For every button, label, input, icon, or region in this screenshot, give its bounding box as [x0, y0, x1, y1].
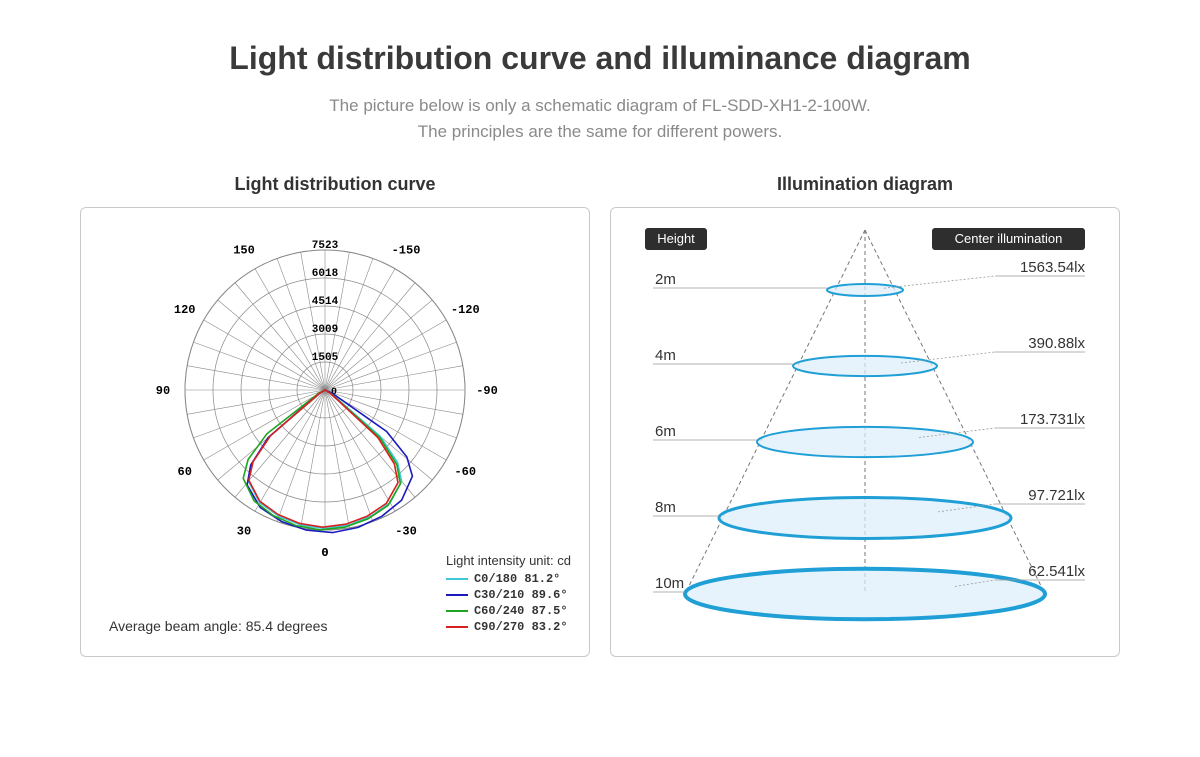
polar-chart: 150530094514601875230-150-120-90-60-3003…	[105, 220, 565, 580]
svg-text:3009: 3009	[312, 324, 338, 336]
page-subtitle: The picture below is only a schematic di…	[80, 93, 1120, 144]
svg-text:7523: 7523	[312, 240, 339, 252]
polar-panel: 150530094514601875230-150-120-90-60-3003…	[80, 207, 590, 657]
illum-panel-wrap: Illumination diagram Height Center illumi…	[610, 174, 1120, 657]
svg-text:Center illumination: Center illumination	[955, 231, 1063, 246]
polar-legend: Light intensity unit: cd C0/180 81.2° C30…	[446, 553, 571, 636]
legend-swatch	[446, 610, 468, 612]
svg-text:120: 120	[174, 303, 196, 317]
svg-text:10m: 10m	[655, 575, 684, 592]
legend-label: C30/210 89.6°	[474, 588, 568, 602]
legend-row: C0/180 81.2°	[446, 572, 571, 586]
svg-text:0: 0	[321, 546, 328, 560]
polar-panel-title: Light distribution curve	[80, 174, 590, 195]
svg-text:-30: -30	[395, 524, 417, 538]
page-title: Light distribution curve and illuminance…	[80, 40, 1120, 77]
legend-row: C30/210 89.6°	[446, 588, 571, 602]
svg-text:6018: 6018	[312, 268, 339, 280]
svg-text:60: 60	[178, 465, 192, 479]
illum-panel-title: Illumination diagram	[610, 174, 1120, 195]
svg-text:390.88lx: 390.88lx	[1028, 335, 1085, 352]
legend-swatch	[446, 578, 468, 580]
legend-row: C60/240 87.5°	[446, 604, 571, 618]
legend-swatch	[446, 626, 468, 628]
svg-text:4m: 4m	[655, 347, 676, 364]
legend-row: C90/270 83.2°	[446, 620, 571, 634]
subtitle-line1: The picture below is only a schematic di…	[329, 96, 870, 115]
svg-text:150: 150	[233, 244, 255, 258]
svg-text:4514: 4514	[312, 296, 339, 308]
illum-panel: Height Center illumination 2m 1563.54lx 4m 39…	[610, 207, 1120, 657]
svg-text:30: 30	[237, 524, 251, 538]
svg-text:90: 90	[156, 384, 170, 398]
svg-text:62.541lx: 62.541lx	[1028, 563, 1085, 580]
legend-swatch	[446, 594, 468, 596]
svg-text:173.731lx: 173.731lx	[1020, 411, 1086, 428]
svg-text:1563.54lx: 1563.54lx	[1020, 259, 1086, 276]
legend-label: C0/180 81.2°	[474, 572, 560, 586]
legend-title: Light intensity unit: cd	[446, 553, 571, 568]
illumination-diagram: Height Center illumination 2m 1563.54lx 4m 39…	[625, 220, 1105, 646]
legend-label: C90/270 83.2°	[474, 620, 568, 634]
beam-angle-note: Average beam angle: 85.4 degrees	[109, 618, 327, 634]
svg-text:-60: -60	[454, 465, 476, 479]
svg-text:2m: 2m	[655, 271, 676, 288]
svg-text:-90: -90	[476, 384, 498, 398]
panels-row: Light distribution curve 150530094514601…	[80, 174, 1120, 657]
svg-text:97.721lx: 97.721lx	[1028, 487, 1085, 504]
polar-panel-wrap: Light distribution curve 150530094514601…	[80, 174, 590, 657]
svg-text:Height: Height	[657, 231, 695, 246]
legend-label: C60/240 87.5°	[474, 604, 568, 618]
svg-text:8m: 8m	[655, 499, 676, 516]
svg-text:1505: 1505	[312, 352, 339, 364]
svg-text:-150: -150	[392, 244, 421, 258]
subtitle-line2: The principles are the same for differen…	[418, 122, 782, 141]
svg-text:6m: 6m	[655, 423, 676, 440]
svg-text:-120: -120	[451, 303, 480, 317]
